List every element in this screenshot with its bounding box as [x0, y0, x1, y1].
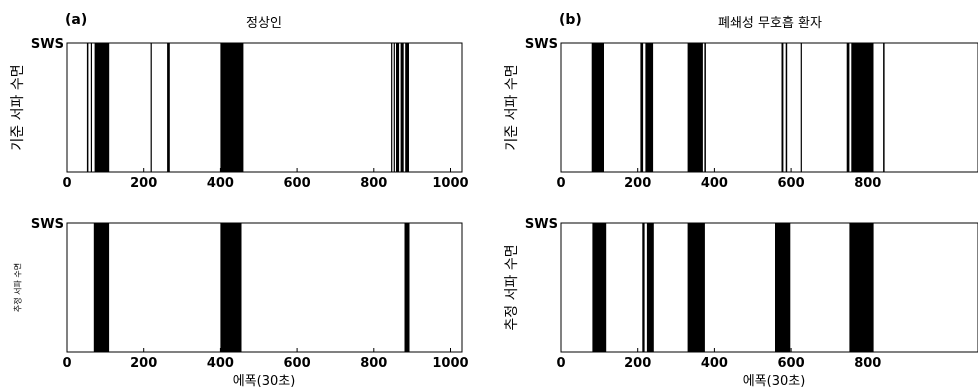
y-axis-label: 추정 서파 수면 [13, 263, 23, 312]
sws-bar [396, 43, 400, 172]
sws-bar [704, 43, 706, 172]
x-tick-label: 1000 [432, 356, 468, 371]
sws-bar [391, 43, 393, 172]
x-axis-label: 에폭(30초) [743, 374, 806, 389]
y-tick-label: SWS [31, 37, 64, 52]
x-tick-label: 400 [207, 176, 234, 191]
sws-bar [851, 43, 874, 172]
panel-label: (b) [559, 12, 582, 28]
sws-bar [150, 43, 152, 172]
sws-bar [687, 43, 703, 172]
x-axis-label: 에폭(30초) [233, 374, 296, 389]
panel-title: 정상인 [246, 16, 282, 31]
sws-bar [90, 43, 92, 172]
plot-frame [560, 222, 978, 353]
y-tick-label: SWS [31, 217, 64, 232]
sws-bar [640, 43, 644, 172]
x-tick-label: 600 [778, 356, 805, 371]
x-tick-label: 400 [207, 356, 234, 371]
x-tick-label: 400 [701, 356, 728, 371]
x-tick-label: 600 [284, 356, 311, 371]
panel-label: (a) [65, 12, 87, 28]
plot-frame [66, 222, 463, 353]
sws-bar [646, 223, 654, 352]
panel-2: 0 200 400 600 800 SWS 기준 서파 수면 (b) 폐쇄성 무호흡 환자 [504, 12, 978, 191]
sws-bar [687, 223, 705, 352]
y-tick-label: SWS [525, 217, 558, 232]
sws-bar [94, 43, 110, 172]
plot-frame [66, 42, 463, 173]
panel-1: 0 200 400 600 800 1000 SWS 기준 서파 수면 (a) 정상인 [10, 12, 469, 191]
sws-bar [849, 223, 874, 352]
x-tick-label: 0 [62, 356, 71, 371]
plot-frame [560, 42, 978, 173]
sws-bar [405, 43, 409, 172]
sws-bar [883, 43, 885, 172]
sws-bar [220, 223, 242, 352]
sws-bar [86, 43, 89, 172]
x-tick-label: 800 [360, 356, 387, 371]
x-tick-label: 800 [360, 176, 387, 191]
x-tick-label: 200 [130, 356, 157, 371]
sws-bar [592, 223, 607, 352]
x-tick-label: 600 [284, 176, 311, 191]
sws-bar [645, 43, 654, 172]
x-tick-label: 600 [778, 176, 805, 191]
sws-bar [642, 223, 645, 352]
x-tick-label: 800 [854, 356, 881, 371]
y-axis-label: 기준 서파 수면 [10, 64, 26, 150]
x-tick-label: 200 [130, 176, 157, 191]
sws-bar [781, 43, 784, 172]
x-tick-label: 800 [854, 176, 881, 191]
sws-bar [393, 43, 395, 172]
panel-title: 폐쇄성 무호흡 환자 [718, 16, 822, 31]
sws-bar [785, 43, 788, 172]
sws-bar [591, 43, 604, 172]
x-tick-label: 200 [624, 176, 651, 191]
x-tick-label: 0 [556, 356, 565, 371]
sws-bar [404, 223, 410, 352]
y-tick-label: SWS [525, 37, 558, 52]
sws-bar [775, 223, 791, 352]
sws-bar [167, 43, 170, 172]
sws-bar [800, 43, 802, 172]
sws-bar [93, 223, 110, 352]
sws-bar [220, 43, 244, 172]
sws-bar [400, 43, 404, 172]
x-tick-label: 200 [624, 356, 651, 371]
x-tick-label: 0 [62, 176, 71, 191]
x-tick-label: 400 [701, 176, 728, 191]
y-axis-label: 기준 서파 수면 [504, 64, 520, 150]
y-axis-label: 추정 서파 수면 [504, 244, 520, 330]
sws-bar [846, 43, 850, 172]
x-tick-label: 0 [556, 176, 565, 191]
x-tick-label: 1000 [432, 176, 468, 191]
